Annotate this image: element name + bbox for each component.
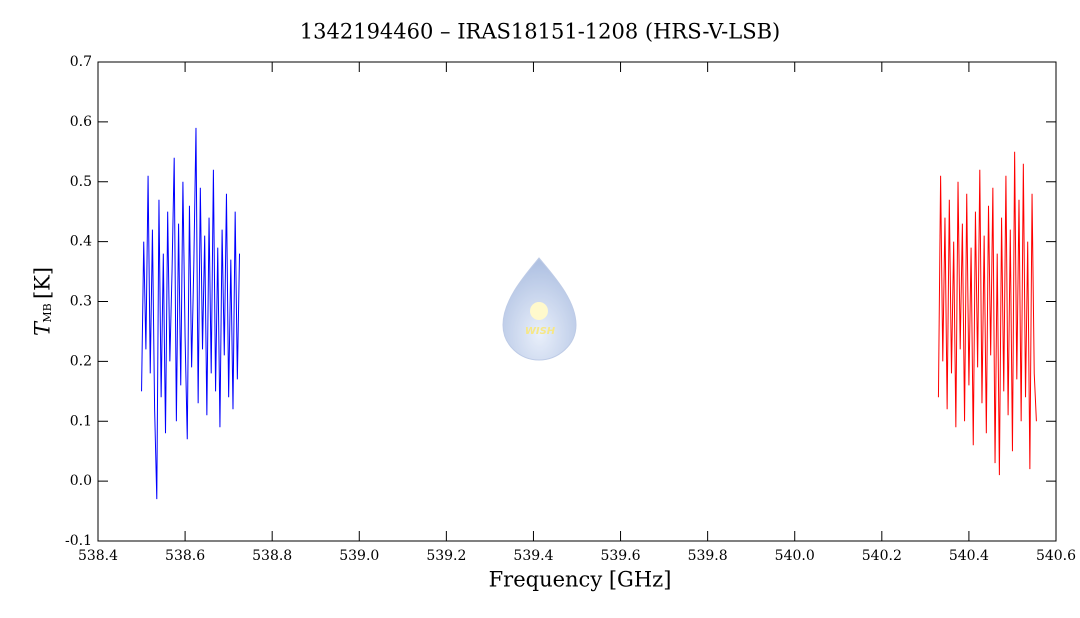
x-tick-label: 538.8 [252,548,292,564]
x-tick-label: 539.8 [688,548,728,564]
y-axis-label: T MB [K] [31,267,55,336]
x-axis-label: Frequency [GHz] [489,568,672,592]
x-tick-label: 539.6 [600,548,640,564]
y-tick-label: -0.1 [65,533,92,549]
x-tick-label: 540.6 [1036,548,1076,564]
y-tick-label: 0.2 [70,353,92,369]
logo-text: WISH [525,326,556,337]
y-tick-label: 0.0 [70,473,92,489]
y-tick-label: 0.5 [70,174,92,190]
plot-frame [97,61,1057,542]
x-tick-label: 539.0 [339,548,379,564]
y-tick-label: 0.4 [70,234,92,250]
spectrum-line [141,127,241,500]
y-tick-label: 0.1 [70,413,92,429]
y-tick-label: 0.7 [70,54,92,70]
y-label-unit: [K] [31,267,55,299]
chart-title: 1342194460 – IRAS18151-1208 (HRS-V-LSB) [300,20,780,44]
y-label-symbol: T [31,320,55,336]
x-tick-label: 540.0 [775,548,815,564]
spectrum-line [937,151,1037,476]
x-tick-label: 539.2 [426,548,466,564]
logo: WISH [502,257,577,361]
y-label-sub: MB [41,303,54,322]
y-tick-label: 0.3 [70,294,92,310]
x-tick-label: 539.4 [513,548,553,564]
x-tick-label: 540.2 [862,548,902,564]
x-tick-label: 538.4 [78,548,118,564]
y-tick-label: 0.6 [70,114,92,130]
x-tick-label: 538.6 [165,548,205,564]
x-tick-label: 540.4 [949,548,989,564]
